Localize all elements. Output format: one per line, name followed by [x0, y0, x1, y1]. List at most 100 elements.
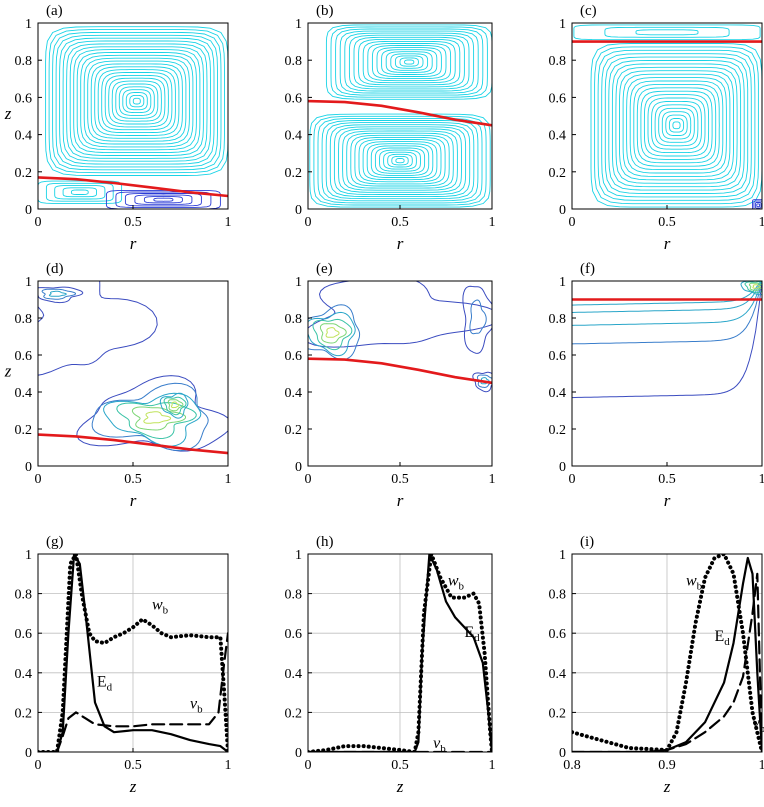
y-tick-label: 1 — [295, 548, 302, 563]
streamline — [108, 77, 166, 125]
streamline — [358, 38, 461, 86]
contour-level — [469, 299, 487, 335]
streamline — [344, 32, 475, 92]
streamline — [143, 196, 183, 204]
contour-level — [143, 411, 172, 424]
contour-level — [38, 281, 158, 376]
y-tick-label: 0 — [25, 203, 32, 218]
streamline — [153, 197, 174, 202]
y-tick-label: 0.2 — [549, 423, 567, 438]
y-tick-label: 0.2 — [15, 423, 33, 438]
contour-level — [167, 399, 184, 412]
y-tick-label: 0.8 — [15, 54, 33, 69]
interface-line — [37, 176, 229, 198]
streamline — [124, 193, 202, 207]
y-axis-label: z — [4, 362, 12, 381]
contour-level — [163, 396, 187, 416]
series-label-wb: wb — [686, 573, 703, 593]
panel-label: (h) — [316, 534, 334, 550]
streamline — [573, 24, 761, 41]
y-tick-label: 0 — [559, 203, 566, 218]
streamline — [350, 134, 450, 187]
x-tick-label: 0 — [569, 215, 576, 230]
streamline — [62, 40, 211, 162]
x-tick-label: 0.5 — [391, 758, 409, 773]
streamline — [118, 86, 155, 116]
streamline — [80, 54, 194, 148]
x-axis-label: r — [664, 491, 671, 510]
streamline — [105, 189, 221, 209]
streamline — [70, 189, 89, 195]
contour-level — [41, 288, 76, 300]
y-tick-label: 0.6 — [15, 627, 33, 642]
x-tick-label: 1 — [759, 215, 764, 230]
contour-level — [48, 290, 67, 297]
y-tick-label: 0.4 — [285, 129, 303, 144]
y-tick-label: 0.8 — [549, 588, 567, 603]
contour-level — [131, 406, 186, 431]
contour-level — [752, 284, 761, 289]
series-group-7 — [308, 554, 492, 752]
x-tick-label: 1 — [225, 472, 232, 487]
series-wb — [38, 554, 228, 752]
contour-level — [572, 281, 762, 306]
panel-label: (i) — [580, 534, 594, 550]
series-vb — [572, 572, 762, 752]
streamline — [404, 59, 415, 65]
y-tick-label: 0.4 — [15, 129, 33, 144]
streamline — [335, 28, 484, 96]
series-wb — [308, 554, 492, 752]
streamlines-2 — [573, 24, 762, 209]
streamline — [73, 49, 201, 154]
contour-level — [462, 285, 492, 354]
streamline — [339, 30, 479, 94]
x-tick-label: 0 — [35, 215, 42, 230]
streamline — [94, 66, 180, 136]
y-tick-label: 1 — [25, 17, 32, 32]
contour-level — [572, 281, 762, 313]
streamline — [362, 40, 456, 84]
x-tick-label: 0 — [305, 472, 312, 487]
streamline — [69, 46, 204, 156]
streamline — [391, 155, 409, 166]
y-tick-label: 0 — [295, 460, 302, 475]
streamline — [654, 104, 699, 147]
y-tick-label: 0.2 — [285, 166, 303, 181]
streamline — [622, 73, 731, 177]
contour-level — [572, 281, 762, 326]
y-tick-label: 0.8 — [285, 54, 303, 69]
streamline — [608, 60, 745, 191]
streamline — [48, 29, 225, 174]
contour-level — [748, 282, 762, 291]
streamline — [754, 202, 762, 209]
y-tick-label: 0.6 — [549, 349, 567, 364]
streamline — [383, 151, 417, 170]
y-tick-label: 0.6 — [549, 91, 567, 106]
x-tick-label: 1 — [489, 215, 496, 230]
y-tick-label: 0.4 — [15, 667, 33, 682]
y-tick-label: 0 — [559, 746, 566, 761]
streamline — [604, 26, 730, 38]
streamline — [668, 118, 685, 133]
x-tick-label: 1 — [225, 215, 232, 230]
streamline — [374, 147, 426, 174]
y-tick-label: 0 — [295, 203, 302, 218]
y-tick-label: 0.8 — [549, 312, 567, 327]
series-label-Ed: Ed — [715, 628, 731, 648]
streamline — [387, 153, 413, 168]
y-tick-label: 0 — [295, 746, 302, 761]
interface-line — [37, 433, 229, 455]
x-tick-label: 0.5 — [124, 472, 142, 487]
streamline — [601, 53, 752, 198]
contour-level — [312, 318, 353, 351]
streamline — [615, 66, 738, 184]
x-tick-label: 0 — [569, 472, 576, 487]
streamline — [370, 145, 430, 176]
y-tick-label: 0.4 — [285, 667, 303, 682]
streamline — [367, 43, 452, 82]
streamline — [66, 43, 208, 159]
streamline — [333, 126, 467, 195]
x-axis-label: r — [397, 491, 404, 510]
x-tick-label: 0.5 — [391, 215, 409, 230]
streamline — [309, 113, 491, 208]
